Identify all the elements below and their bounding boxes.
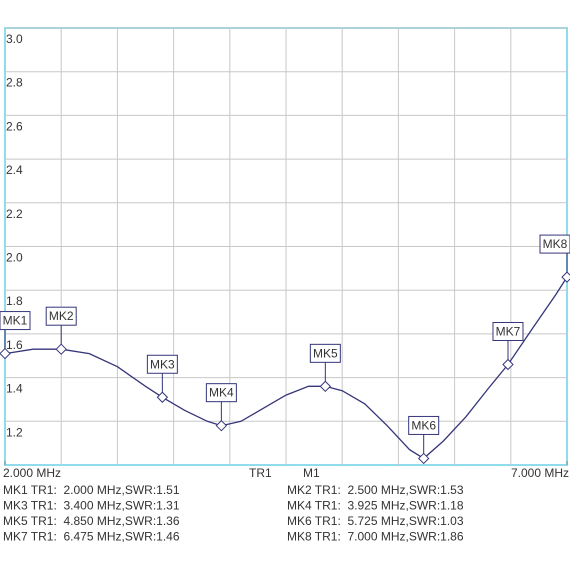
marker-readout: MK2 TR1: 2.500 MHz,SWR:1.53 — [287, 483, 464, 497]
marker-readout: MK3 TR1: 3.400 MHz,SWR:1.31 — [3, 499, 180, 513]
marker-point — [215, 419, 228, 432]
marker-label: MK4 — [209, 386, 234, 400]
y-tick-label: 2.2 — [6, 207, 23, 221]
marker-label-box — [309, 343, 341, 363]
marker-label-box — [205, 383, 237, 403]
marker-readout: MK8 TR1: 7.000 MHz,SWR:1.86 — [287, 530, 464, 544]
y-tick-label: 2.8 — [6, 76, 23, 90]
marker-label: MK3 — [150, 357, 175, 371]
y-tick-label: 2.6 — [6, 119, 23, 133]
x-tick-label: 2.000 MHz — [3, 466, 61, 480]
marker-readout: MK5 TR1: 4.850 MHz,SWR:1.36 — [3, 514, 180, 528]
marker-readout: MK6 TR1: 5.725 MHz,SWR:1.03 — [287, 514, 464, 528]
marker-label: MK6 — [411, 418, 436, 432]
marker-label: MK2 — [49, 309, 74, 323]
trace-line — [4, 276, 568, 460]
marker-label-box — [45, 306, 77, 326]
marker-point — [417, 452, 430, 465]
x-tick-label: 7.000 MHz — [511, 466, 569, 480]
active-marker-label: M1 — [303, 466, 320, 480]
marker-readout: MK1 TR1: 2.000 MHz,SWR:1.51 — [3, 483, 180, 497]
marker-point — [0, 347, 11, 360]
y-tick-label: 3.0 — [6, 32, 23, 46]
marker-label: MK7 — [496, 324, 521, 338]
y-tick-label: 2.0 — [6, 251, 23, 265]
marker-point — [156, 391, 169, 403]
marker-point — [55, 343, 67, 355]
y-tick-label: 1.8 — [6, 294, 23, 308]
marker-label-box — [146, 354, 178, 374]
marker-readout: MK4 TR1: 3.925 MHz,SWR:1.18 — [287, 499, 464, 513]
marker-label-box — [539, 234, 570, 254]
marker-point — [561, 271, 570, 283]
marker-label-box — [492, 321, 524, 341]
y-tick-label: 1.4 — [6, 382, 23, 396]
marker-label-box — [0, 311, 31, 331]
marker-label: MK1 — [3, 314, 28, 328]
marker-label: MK5 — [313, 346, 338, 360]
y-tick-label: 1.6 — [6, 338, 23, 352]
marker-point — [319, 380, 332, 393]
marker-readout: MK7 TR1: 6.475 MHz,SWR:1.46 — [3, 530, 180, 544]
trace-label: TR1 — [249, 466, 272, 480]
marker-label-box — [408, 415, 440, 435]
y-tick-label: 2.4 — [6, 163, 23, 177]
marker-label: MK8 — [543, 237, 568, 251]
y-tick-label: 1.2 — [6, 425, 23, 439]
marker-point — [502, 358, 514, 371]
